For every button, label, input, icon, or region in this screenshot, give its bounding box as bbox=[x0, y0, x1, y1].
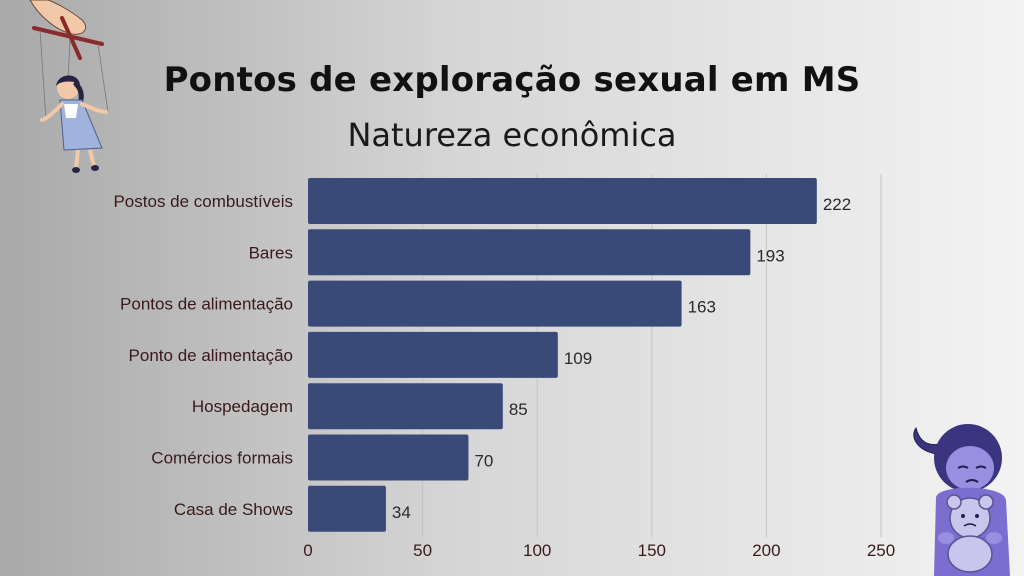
x-tick-label: 100 bbox=[523, 541, 551, 560]
bar bbox=[308, 178, 817, 224]
bar bbox=[308, 485, 386, 532]
x-tick-label: 200 bbox=[752, 541, 780, 560]
x-tick-label: 250 bbox=[867, 541, 895, 560]
data-label: 34 bbox=[392, 503, 411, 522]
x-tick-label: 0 bbox=[303, 541, 312, 560]
category-label: Casa de Shows bbox=[174, 500, 293, 519]
data-label: 70 bbox=[474, 452, 493, 471]
category-label: Ponto de alimentação bbox=[129, 346, 293, 365]
category-label: Bares bbox=[249, 243, 293, 262]
chart-subtitle: Natureza econômica bbox=[347, 116, 677, 154]
data-label: 222 bbox=[823, 195, 851, 214]
category-label: Hospedagem bbox=[192, 397, 293, 416]
category-label: Comércios formais bbox=[151, 449, 293, 468]
bar bbox=[308, 383, 503, 430]
data-label: 193 bbox=[756, 246, 784, 265]
bar bbox=[308, 434, 469, 481]
bar bbox=[308, 331, 558, 378]
x-tick-label: 150 bbox=[638, 541, 666, 560]
category-label: Postos de combustíveis bbox=[113, 192, 293, 211]
data-label: 163 bbox=[688, 298, 716, 317]
chart-title: Pontos de exploração sexual em MS bbox=[163, 60, 861, 100]
bar bbox=[308, 280, 682, 327]
data-label: 109 bbox=[564, 349, 592, 368]
marionette-girl-illustration bbox=[29, 0, 109, 173]
sad-girl-with-teddy-illustration bbox=[913, 424, 1010, 576]
bar bbox=[308, 229, 751, 276]
category-label: Pontos de alimentação bbox=[120, 295, 293, 314]
data-label: 85 bbox=[509, 400, 528, 419]
x-tick-label: 50 bbox=[413, 541, 432, 560]
